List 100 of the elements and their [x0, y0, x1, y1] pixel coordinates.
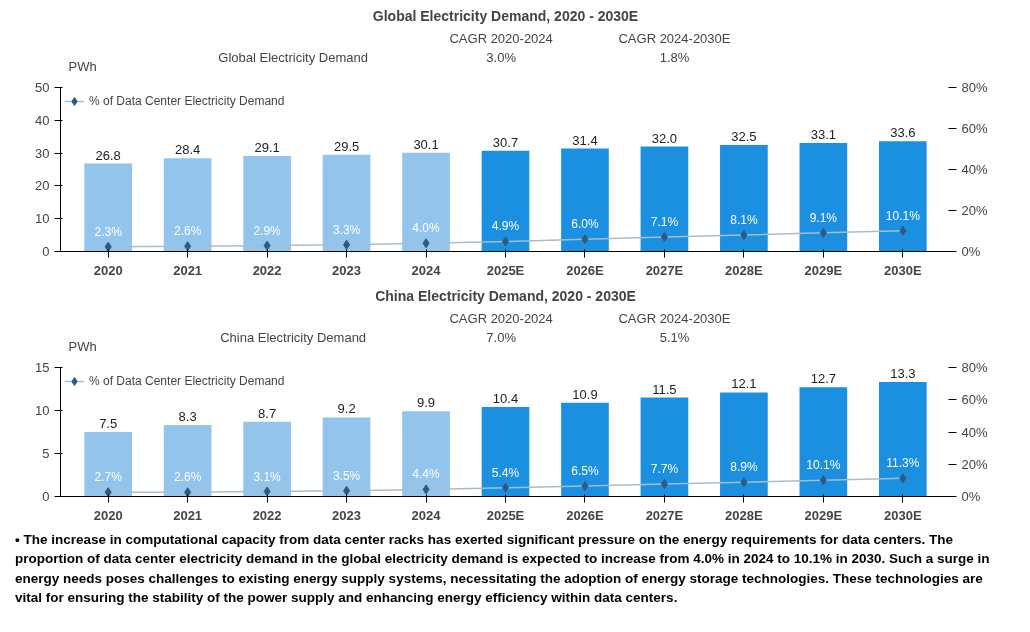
legend-label: % of Data Center Electricity Demand [89, 374, 285, 388]
bar [561, 148, 609, 252]
y2-tick-label: 40% [961, 424, 988, 440]
point [819, 227, 827, 238]
data-label: 30.1 [413, 136, 439, 152]
data-label: 7.7% [650, 462, 679, 477]
text: 1.8% [659, 49, 690, 65]
data-label: 11.3% [886, 456, 920, 471]
bar [402, 411, 450, 497]
data-label: 9.2 [337, 401, 356, 417]
point [660, 231, 668, 242]
y-tick-label: 30 [35, 145, 50, 161]
y2-tick-label: 20% [961, 456, 988, 472]
y2-tick-label: 80% [961, 80, 988, 95]
y-tick-label: 5 [42, 446, 50, 461]
x-tick-label: 2025E [486, 507, 525, 523]
bar [799, 387, 848, 497]
text: CAGR 2020-2024 [449, 310, 553, 326]
x-tick-label: 2029E [804, 262, 843, 278]
data-label: 8.1% [730, 212, 758, 227]
bar [878, 382, 927, 497]
data-label: 32.0 [651, 130, 678, 146]
data-label: 32.5 [731, 128, 757, 144]
point [104, 241, 112, 252]
bar [640, 146, 689, 252]
x-tick-label: 2029E [804, 507, 843, 523]
bar [720, 392, 768, 497]
x-tick-label: 2030E [884, 507, 922, 523]
text: CAGR 2024-2030E [618, 310, 731, 326]
x-tick-label: 2021 [173, 507, 203, 523]
point [581, 234, 589, 245]
data-label: 29.1 [254, 140, 280, 156]
text: 3.0% [486, 49, 517, 65]
text: China Electricity Demand [220, 329, 367, 345]
x-tick-label: 2027E [645, 262, 684, 278]
x-tick-label: 2022 [252, 507, 282, 523]
y-tick-label: 40 [35, 112, 50, 128]
bar [402, 152, 450, 252]
x-tick-label: 2020 [93, 507, 123, 523]
y2-tick-label: 20% [961, 203, 988, 218]
data-label: 2.7% [94, 470, 123, 485]
data-label: 29.5 [333, 138, 360, 154]
text: 7.0% [486, 329, 517, 345]
x-tick-label: 2025E [486, 262, 525, 278]
data-label: 2.3% [94, 224, 123, 239]
data-label: 10.9 [572, 386, 598, 402]
y-tick-label: 15 [35, 360, 50, 375]
point [899, 473, 907, 484]
data-label: 3.5% [332, 468, 361, 483]
data-label: 7.5 [99, 416, 118, 431]
data-label: 33.6 [890, 125, 916, 141]
legend-label: % of Data Center Electricity Demand [89, 94, 285, 108]
y-tick-label: 20 [35, 178, 50, 194]
y-axis-title: PWh [68, 338, 97, 354]
data-label: 3.1% [253, 469, 282, 484]
point [184, 241, 192, 252]
bar [799, 142, 848, 252]
data-label: 9.9 [417, 395, 436, 411]
x-tick-label: 2030E [884, 262, 922, 278]
bar [322, 154, 371, 252]
chart-title: Global Electricity Demand, 2020 - 2030E [372, 7, 639, 24]
data-label: 3.3% [332, 222, 361, 237]
x-tick-label: 2022 [252, 262, 282, 278]
data-label: 7.1% [650, 214, 679, 229]
x-tick-label: 2021 [173, 262, 203, 278]
y2-tick-label: 40% [961, 162, 988, 177]
text: 5.1% [659, 329, 690, 345]
bar [163, 425, 212, 497]
point [581, 481, 589, 492]
point [899, 225, 907, 236]
data-label: 8.3 [178, 409, 197, 425]
data-label: 28.4 [174, 142, 201, 158]
y-tick-label: 0 [42, 489, 50, 504]
x-tick-label: 2028E [725, 507, 764, 523]
data-label: 4.4% [412, 467, 441, 482]
point [740, 229, 748, 240]
data-label: 33.1 [810, 126, 837, 142]
x-tick-label: 2026E [566, 262, 605, 278]
point [660, 479, 668, 490]
x-tick-label: 2024 [411, 262, 442, 278]
bar [84, 163, 133, 252]
bar [243, 156, 291, 252]
point [740, 477, 748, 488]
data-label: 8.9% [730, 460, 758, 475]
x-tick-label: 2024 [411, 507, 442, 523]
text: CAGR 2020-2024 [449, 30, 553, 46]
text: • The increase in computational capacity from data center racks has exerted significant pressure on the energy requirements for data centers. The proportion of data center electricity demand in the global electricity demand is expected to increase from 4.0% in 2024 to 10.1% in 2030. Such a surge in energy needs poses challenges to existing energy supply systems, necessitating the adoption of energy storage technologies. These technologies are vital for ensuring the stability of the power supply and enhancing energy efficiency within data centers. [15, 531, 991, 607]
data-label: 10.1% [806, 458, 841, 473]
y-tick-label: 50 [35, 80, 50, 95]
x-tick-label: 2023 [332, 262, 362, 278]
x-tick-label: 2027E [645, 507, 684, 523]
data-label: 9.1% [809, 210, 838, 225]
data-label: 26.8 [95, 147, 121, 163]
text: CAGR 2024-2030E [618, 30, 731, 46]
point [343, 239, 351, 250]
data-label: 12.1 [731, 376, 757, 392]
bar [561, 402, 609, 497]
data-label: 5.4% [491, 465, 520, 480]
bar [720, 144, 768, 252]
data-label: 31.4 [572, 132, 598, 148]
